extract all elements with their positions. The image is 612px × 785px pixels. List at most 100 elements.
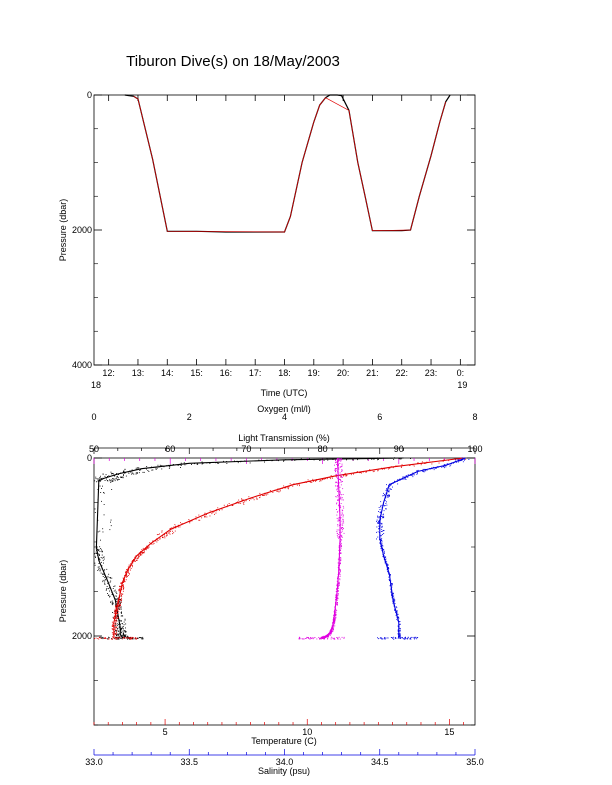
profile-point-oxygen	[138, 467, 140, 469]
profile-point-salinity	[381, 547, 383, 549]
profile-point-temperature	[128, 572, 130, 574]
profile-point-oxygen	[114, 585, 116, 587]
profile-point-oxygen	[128, 636, 129, 638]
profile-point-transmission	[335, 599, 336, 601]
profile-point-temperature	[119, 599, 121, 601]
profile-point-salinity	[396, 617, 398, 618]
timeline-x-tick-label: 18:	[278, 368, 291, 378]
profile-point-oxygen	[162, 465, 164, 467]
profile-point-transmission	[333, 611, 335, 613]
profile-point-salinity	[441, 465, 443, 467]
profile-point-transmission	[339, 490, 341, 492]
profile-point-oxygen	[320, 459, 322, 461]
profile-point-salinity	[387, 564, 389, 566]
profile-point-oxygen	[138, 472, 140, 474]
profile-bottom-point-oxygen	[115, 637, 117, 638]
profile-point-oxygen	[109, 480, 111, 482]
profile-point-temperature	[401, 464, 403, 466]
profile-point-transmission	[337, 590, 339, 592]
profile-point-temperature	[137, 558, 139, 559]
profile-point-temperature	[125, 570, 127, 572]
profile-point-transmission	[321, 636, 323, 638]
profile-point-temperature	[365, 471, 367, 473]
profile-point-temperature	[250, 498, 252, 500]
profile-point-transmission	[338, 549, 340, 551]
profile-series-temperature	[94, 457, 467, 640]
profile-point-temperature	[214, 513, 215, 515]
profile-point-temperature	[180, 522, 181, 524]
profile-point-transmission	[338, 557, 340, 559]
profile-point-salinity	[383, 549, 385, 551]
profile-bottom-point-oxygen	[107, 638, 109, 640]
profile-point-salinity	[381, 504, 383, 506]
profile-point-temperature	[115, 616, 116, 618]
profile-point-temperature	[113, 631, 115, 633]
profile-point-salinity	[417, 470, 419, 471]
profile-point-oxygen	[180, 467, 181, 468]
profile-point-salinity	[458, 460, 460, 462]
profile-point-salinity	[450, 464, 452, 466]
profile-point-temperature	[111, 625, 113, 627]
profile-point-temperature	[198, 514, 200, 516]
profile-point-oxygen	[120, 635, 122, 637]
profile-point-temperature	[424, 463, 425, 464]
profile-blue-tick-label: 34.5	[371, 757, 389, 767]
profile-point-temperature	[119, 586, 121, 587]
profile-point-transmission	[335, 596, 337, 598]
profile-point-oxygen	[116, 593, 118, 594]
profile-point-oxygen	[125, 631, 127, 633]
profile-point-temperature	[274, 489, 276, 491]
profile-point-oxygen	[116, 473, 118, 474]
profile-point-transmission	[338, 510, 340, 512]
profile-point-salinity	[385, 560, 387, 562]
profile-point-temperature	[118, 590, 120, 591]
profile-point-transmission	[341, 514, 342, 516]
profile-point-salinity	[400, 630, 401, 632]
profile-point-transmission	[338, 463, 339, 465]
profile-point-salinity	[399, 636, 401, 638]
profile-point-temperature	[285, 487, 287, 489]
profile-bottom-point-salinity	[415, 636, 417, 638]
profile-bottom-point-oxygen	[142, 637, 144, 639]
profile-point-temperature	[120, 600, 122, 602]
profile-point-oxygen	[142, 471, 144, 473]
profile-point-transmission	[338, 534, 340, 535]
profile-point-salinity	[461, 457, 463, 459]
profile-point-transmission	[337, 487, 339, 489]
profile-point-oxygen	[101, 565, 103, 567]
profile-point-temperature	[120, 603, 121, 605]
profile-point-temperature	[115, 633, 117, 635]
profile-point-temperature	[124, 574, 126, 576]
profile-point-oxygen	[110, 519, 112, 521]
profile-point-salinity	[462, 461, 464, 463]
profile-point-salinity	[388, 491, 389, 493]
profile-point-temperature	[117, 606, 119, 607]
profile-point-oxygen	[116, 598, 118, 600]
profile-point-oxygen	[132, 472, 134, 474]
profile-point-salinity	[387, 567, 389, 568]
profile-point-salinity	[436, 466, 438, 468]
timeline-x-axis-label: Time (UTC)	[261, 388, 308, 398]
profile-bottom-point-transmission	[305, 638, 307, 639]
profile-point-temperature	[123, 588, 124, 589]
profile-point-oxygen	[186, 463, 187, 465]
profile-point-transmission	[332, 623, 334, 625]
profile-point-transmission	[341, 463, 343, 465]
profile-bottom-point-oxygen	[120, 637, 122, 639]
profile-point-temperature	[226, 506, 228, 508]
profile-bottom-point-temperature	[104, 637, 106, 638]
profile-point-temperature	[121, 594, 123, 595]
profile-point-oxygen	[122, 615, 124, 617]
profile-point-temperature	[287, 487, 289, 489]
profile-point-salinity	[398, 627, 400, 629]
profile-point-salinity	[407, 476, 409, 478]
profile-point-oxygen	[151, 466, 152, 468]
profile-bottom-point-transmission	[320, 637, 322, 639]
profile-point-transmission	[335, 611, 337, 613]
profile-point-transmission	[338, 566, 340, 568]
profile-point-transmission	[341, 509, 343, 511]
profile-point-temperature	[256, 498, 258, 500]
profile-point-transmission	[333, 626, 335, 628]
profile-point-transmission	[329, 632, 331, 633]
profile-point-oxygen	[96, 540, 97, 542]
